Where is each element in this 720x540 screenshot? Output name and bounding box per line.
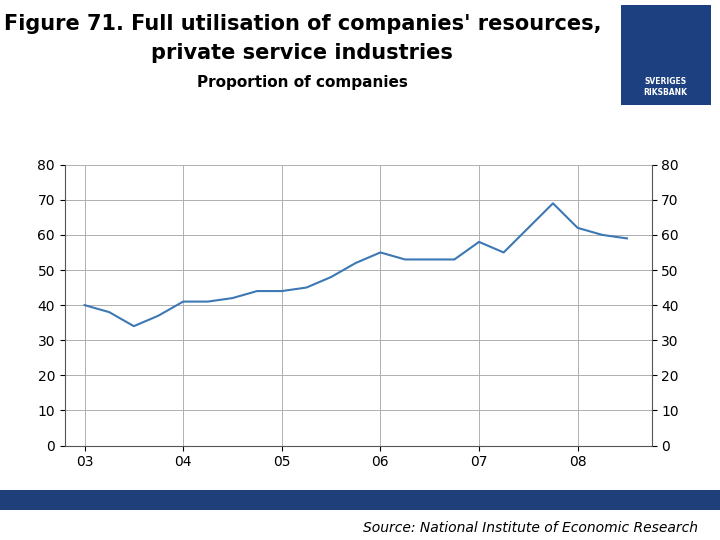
Text: Proportion of companies: Proportion of companies [197, 75, 408, 90]
Text: Source: National Institute of Economic Research: Source: National Institute of Economic R… [364, 521, 698, 535]
Text: Figure 71. Full utilisation of companies' resources,: Figure 71. Full utilisation of companies… [4, 14, 601, 33]
Text: private service industries: private service industries [151, 43, 454, 63]
Text: SVERIGES
RIKSBANK: SVERIGES RIKSBANK [644, 77, 688, 97]
